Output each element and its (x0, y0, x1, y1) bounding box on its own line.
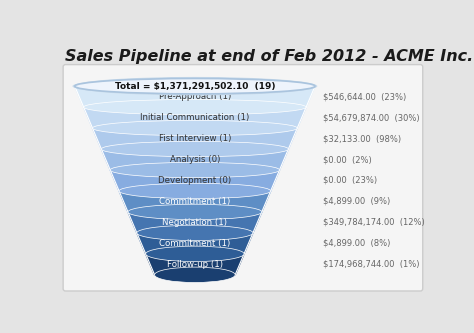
Ellipse shape (137, 225, 253, 240)
Text: $4,899.00  (9%): $4,899.00 (9%) (323, 197, 390, 206)
FancyBboxPatch shape (63, 65, 423, 291)
Text: Follow-up (1): Follow-up (1) (167, 260, 223, 269)
Text: Total = $1,371,291,502.10  (19): Total = $1,371,291,502.10 (19) (115, 82, 275, 91)
Text: Negotiation (1): Negotiation (1) (163, 218, 228, 227)
Text: $0.00  (2%): $0.00 (2%) (323, 155, 372, 164)
Polygon shape (110, 170, 280, 191)
Text: Initial Communication (1): Initial Communication (1) (140, 113, 249, 122)
Polygon shape (75, 86, 315, 107)
Polygon shape (146, 254, 244, 275)
Text: Sales Pipeline at end of Feb 2012 - ACME Inc.: Sales Pipeline at end of Feb 2012 - ACME… (65, 49, 474, 64)
Ellipse shape (155, 267, 235, 282)
Ellipse shape (128, 204, 262, 220)
Text: Fist Interview (1): Fist Interview (1) (159, 134, 231, 143)
Text: $32,133.00  (98%): $32,133.00 (98%) (323, 134, 401, 143)
Text: $54,679,874.00  (30%): $54,679,874.00 (30%) (323, 113, 419, 122)
Text: Pre-Approach (1): Pre-Approach (1) (159, 92, 231, 101)
Ellipse shape (75, 79, 315, 94)
Ellipse shape (83, 100, 306, 115)
Polygon shape (101, 149, 288, 170)
Polygon shape (128, 212, 262, 233)
Ellipse shape (73, 77, 317, 95)
Ellipse shape (92, 121, 297, 136)
Polygon shape (83, 107, 306, 128)
Text: Commitment (1): Commitment (1) (159, 239, 230, 248)
Text: $349,784,174.00  (12%): $349,784,174.00 (12%) (323, 218, 425, 227)
Ellipse shape (146, 246, 244, 261)
Text: Analysis (0): Analysis (0) (170, 155, 220, 164)
Text: $0.00  (23%): $0.00 (23%) (323, 176, 377, 185)
Text: $174,968,744.00  (1%): $174,968,744.00 (1%) (323, 260, 419, 269)
Ellipse shape (110, 162, 280, 178)
Polygon shape (92, 128, 297, 149)
Polygon shape (119, 191, 271, 212)
Ellipse shape (119, 183, 271, 199)
Text: Development (0): Development (0) (158, 176, 231, 185)
Text: $4,899.00  (8%): $4,899.00 (8%) (323, 239, 390, 248)
Ellipse shape (101, 141, 288, 157)
Text: $546,644.00  (23%): $546,644.00 (23%) (323, 92, 406, 101)
Polygon shape (137, 233, 253, 254)
Text: Commitment (1): Commitment (1) (159, 197, 230, 206)
